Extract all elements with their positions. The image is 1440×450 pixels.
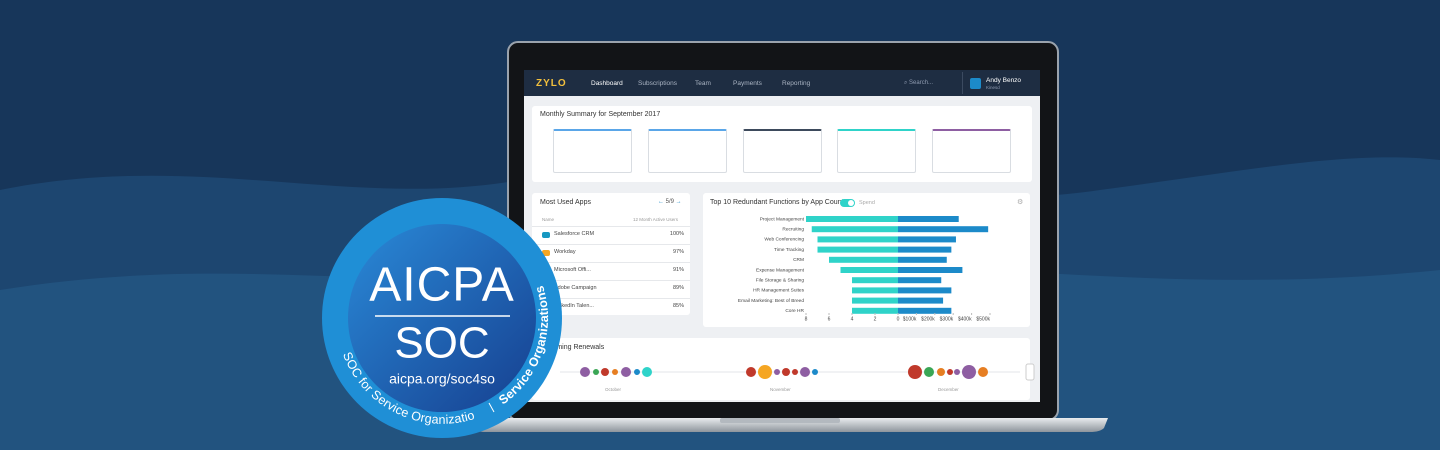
nav-item[interactable]: Dashboard [591, 80, 623, 87]
bar [852, 297, 898, 304]
y-tick-label: Email Marketing: Best of Breed [738, 298, 804, 304]
bar [898, 287, 952, 294]
bar [898, 277, 942, 284]
summary-title: Monthly Summary for September 2017 [540, 111, 661, 118]
nav-item[interactable]: Subscriptions [638, 80, 678, 87]
app-users: 97% [672, 249, 684, 255]
bar [898, 297, 944, 304]
column-header: 12 Month Active Users [633, 217, 679, 222]
app-users: 85% [672, 303, 684, 309]
month-label: December [938, 387, 959, 392]
bar [898, 236, 956, 243]
settings-icon[interactable]: ⚙ [1017, 199, 1024, 206]
app-icon [542, 232, 550, 238]
divider [962, 72, 963, 94]
y-tick-label: File Storage & Sharing [756, 277, 805, 283]
badge-title: AICPA [369, 259, 514, 312]
renewals-title: Upcoming Renewals [540, 344, 605, 351]
x-tick-label: $400k [958, 316, 972, 322]
nav-item[interactable]: Reporting [782, 80, 811, 87]
y-tick-label: Expense Management [756, 267, 805, 273]
kpi-card[interactable] [648, 129, 727, 173]
x-tick-label: 8 [805, 316, 808, 322]
bar [852, 277, 898, 284]
x-tick-label: $500k [976, 316, 990, 322]
x-tick-label: $200k [921, 316, 935, 322]
bar [817, 246, 898, 253]
bar [898, 226, 989, 233]
y-tick-label: CRM [793, 257, 804, 263]
bar [806, 216, 898, 222]
bar [898, 246, 952, 253]
y-tick-label: Project Management [760, 216, 805, 222]
month-label: November [770, 387, 791, 392]
badge-url: aicpa.org/soc4so [389, 371, 495, 387]
bar [829, 256, 898, 263]
app-name: Salesforce CRM [554, 231, 595, 237]
bar [898, 216, 959, 222]
toggle-label[interactable]: Spend [859, 200, 875, 206]
kpi-card[interactable] [553, 129, 632, 173]
chart-title: Top 10 Redundant Functions by App Count [710, 199, 844, 206]
y-tick-label: HR Management Suites [753, 288, 805, 294]
x-tick-label: 4 [851, 316, 854, 322]
nav-item[interactable]: Payments [733, 80, 762, 87]
bar [852, 287, 898, 294]
app-row[interactable]: Workday 97% [532, 244, 690, 262]
app-icon [542, 250, 550, 256]
bar [898, 307, 952, 314]
y-tick-label: Core HR [785, 308, 804, 314]
app-name: Adobe Campaign [554, 285, 597, 291]
app-users: 91% [672, 267, 684, 273]
app-name: Microsoft Offi... [554, 267, 591, 273]
column-header: Name [542, 217, 555, 222]
toggle[interactable] [840, 199, 855, 207]
app-row[interactable]: Salesforce CRM 100% [532, 226, 690, 244]
month-label: October [605, 387, 622, 392]
x-tick-label: $300k [940, 316, 954, 322]
badge-core [348, 224, 536, 412]
bar [840, 267, 898, 273]
pager-text: 5/9 [665, 199, 675, 205]
app-name: LinkedIn Talen... [554, 303, 594, 309]
nav-item[interactable]: Team [695, 80, 711, 87]
kpi-card[interactable] [743, 129, 822, 173]
y-tick-label: Recruiting [782, 226, 804, 232]
x-tick-label: 6 [828, 316, 831, 322]
search-placeholder[interactable]: Search... [909, 80, 934, 86]
y-tick-label: Web Conferencing [764, 237, 804, 243]
bar [817, 236, 898, 243]
app-users: 89% [672, 285, 684, 291]
x-tick-label: $100k [903, 316, 917, 322]
logo[interactable]: ZYLO [536, 78, 567, 89]
app-users: 100% [669, 231, 684, 237]
avatar[interactable] [970, 78, 981, 89]
next-button[interactable] [1025, 363, 1035, 381]
y-tick-label: Time Tracking [774, 247, 804, 253]
user-name[interactable]: Andy Benzo [986, 77, 1022, 84]
pager[interactable]: ← 5/9 → [658, 199, 682, 205]
search[interactable]: ⌕ Search... [904, 80, 934, 86]
bar [811, 226, 898, 233]
x-tick-label: 0 [897, 316, 900, 322]
app-name: Workday [554, 249, 576, 255]
bar [898, 256, 947, 263]
x-tick-label: 2 [874, 316, 877, 322]
apps-title: Most Used Apps [540, 199, 591, 206]
bar [852, 307, 898, 314]
badge-subtitle: SOC [394, 319, 489, 368]
user-org: Kinesd [986, 85, 1000, 90]
kpi-card[interactable] [837, 129, 916, 173]
kpi-card[interactable] [932, 129, 1011, 173]
bar [898, 267, 963, 273]
